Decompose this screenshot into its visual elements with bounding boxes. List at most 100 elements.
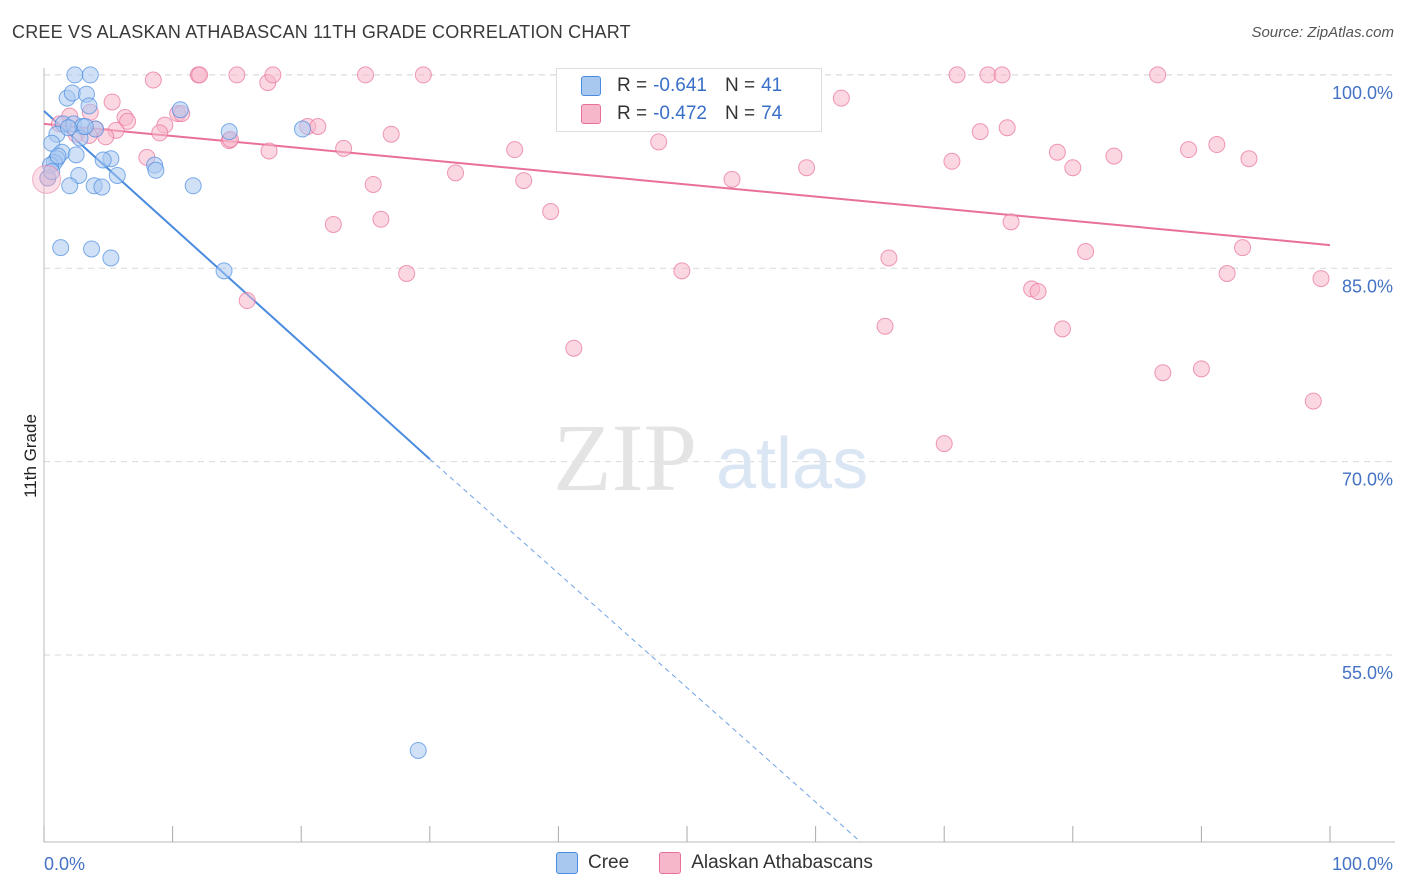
data-point-athabascan [798, 159, 816, 177]
data-point-athabascan [382, 125, 400, 143]
series-legend-athabascan[interactable]: Alaskan Athabascans [659, 852, 873, 874]
data-point-athabascan [943, 152, 961, 170]
data-point-cree [61, 177, 79, 195]
data-point-athabascan [238, 292, 256, 310]
data-point-athabascan [876, 317, 894, 335]
data-point-athabascan [565, 339, 583, 357]
legend-row-athabascan: R = -0.472 N = 74 [581, 101, 782, 127]
data-point-cree [76, 117, 94, 135]
data-point-athabascan [1002, 213, 1020, 231]
n-label: N = [724, 103, 756, 124]
data-point-cree [93, 178, 111, 196]
series-name-cree: Cree [588, 852, 630, 873]
data-point-cree [171, 101, 189, 119]
axis-layer [43, 68, 1395, 843]
data-point-cree [293, 120, 311, 138]
chart-title: CREE VS ALASKAN ATHABASCAN 11TH GRADE CO… [12, 22, 631, 42]
y-tick-label: 85.0% [1342, 276, 1393, 296]
data-point-athabascan [673, 262, 691, 280]
data-point-athabascan [1054, 320, 1072, 338]
data-point-athabascan [1234, 239, 1252, 257]
data-point-athabascan [1312, 270, 1330, 288]
data-point-athabascan [979, 66, 997, 84]
data-point-athabascan [1218, 264, 1236, 282]
series-legend: Cree Alaskan Athabascans [556, 852, 903, 874]
data-point-cree [52, 239, 70, 257]
watermark-zip: ZIP [553, 404, 697, 511]
r-value-cree: -0.641 [653, 75, 707, 96]
y-tick-label: 55.0% [1342, 663, 1393, 683]
trendline-athabascan [43, 122, 1331, 247]
data-point-cree [147, 161, 165, 179]
watermark-atlas: atlas [716, 424, 868, 504]
data-point-athabascan [880, 249, 898, 267]
correlation-legend: R = -0.641 N = 41 R = -0.472 N = 74 [556, 68, 822, 132]
legend-swatch-athabascan [581, 104, 601, 124]
data-point-cree [108, 166, 126, 184]
n-value-athabascan: 74 [761, 103, 783, 124]
data-point-athabascan [264, 66, 282, 84]
watermark: ZIP atlas [553, 404, 868, 511]
data-point-cree [63, 84, 81, 102]
data-point-athabascan [228, 66, 246, 84]
source-label: Source: ZipAtlas.com [1251, 24, 1394, 41]
data-point-cree [49, 147, 67, 165]
data-point-cree [409, 741, 427, 759]
x-tick-label-min: 0.0% [44, 854, 85, 874]
trendline-cree [43, 110, 431, 460]
data-point-athabascan [998, 119, 1016, 137]
data-point-athabascan [357, 66, 374, 84]
data-point-athabascan [32, 164, 62, 194]
data-point-cree [43, 163, 61, 181]
data-point-athabascan [832, 89, 850, 107]
data-point-athabascan [993, 66, 1011, 84]
data-point-athabascan [1048, 143, 1066, 161]
data-point-athabascan [447, 164, 465, 182]
data-point-athabascan [119, 112, 137, 130]
y-tick-label: 100.0% [1332, 83, 1393, 103]
data-point-athabascan [506, 141, 524, 159]
data-point-athabascan [1208, 136, 1226, 154]
data-point-athabascan [364, 175, 382, 193]
data-point-athabascan [1180, 141, 1198, 159]
data-point-cree [81, 66, 99, 84]
n-label: N = [724, 75, 756, 96]
data-point-cree [184, 177, 202, 195]
data-point-athabascan [1192, 360, 1210, 378]
data-point-athabascan [650, 133, 668, 151]
x-tick-label-max: 100.0% [1332, 854, 1393, 874]
data-point-athabascan [1149, 66, 1167, 84]
r-value-athabascan: -0.472 [653, 103, 707, 124]
series-legend-cree[interactable]: Cree [556, 852, 629, 874]
legend-swatch-cree [581, 76, 601, 96]
y-axis-title: 11th Grade [21, 414, 40, 498]
data-point-athabascan [372, 210, 390, 228]
data-point-athabascan [398, 264, 416, 282]
data-point-cree [66, 66, 84, 84]
data-point-athabascan [1240, 150, 1258, 168]
data-point-cree [67, 146, 85, 164]
series-swatch-athabascan [659, 852, 682, 874]
data-point-athabascan [1077, 243, 1095, 261]
data-point-athabascan [144, 71, 162, 89]
data-point-athabascan [260, 142, 278, 160]
data-point-athabascan [1105, 147, 1123, 165]
data-point-cree [215, 262, 233, 280]
r-label: R = [617, 103, 648, 124]
r-label: R = [617, 75, 648, 96]
data-point-athabascan [414, 66, 432, 84]
data-point-cree [102, 249, 120, 267]
data-point-athabascan [948, 66, 966, 84]
data-point-cree [83, 240, 101, 258]
n-value-cree: 41 [761, 75, 783, 96]
data-point-athabascan [935, 435, 953, 453]
data-point-cree [59, 119, 77, 137]
data-point-cree [94, 151, 112, 169]
series-name-athabascan: Alaskan Athabascans [691, 852, 873, 873]
data-point-athabascan [309, 117, 327, 135]
grid-layer [44, 74, 1395, 656]
data-point-athabascan [335, 139, 353, 157]
data-point-athabascan [103, 93, 121, 111]
data-point-athabascan [1064, 159, 1082, 177]
